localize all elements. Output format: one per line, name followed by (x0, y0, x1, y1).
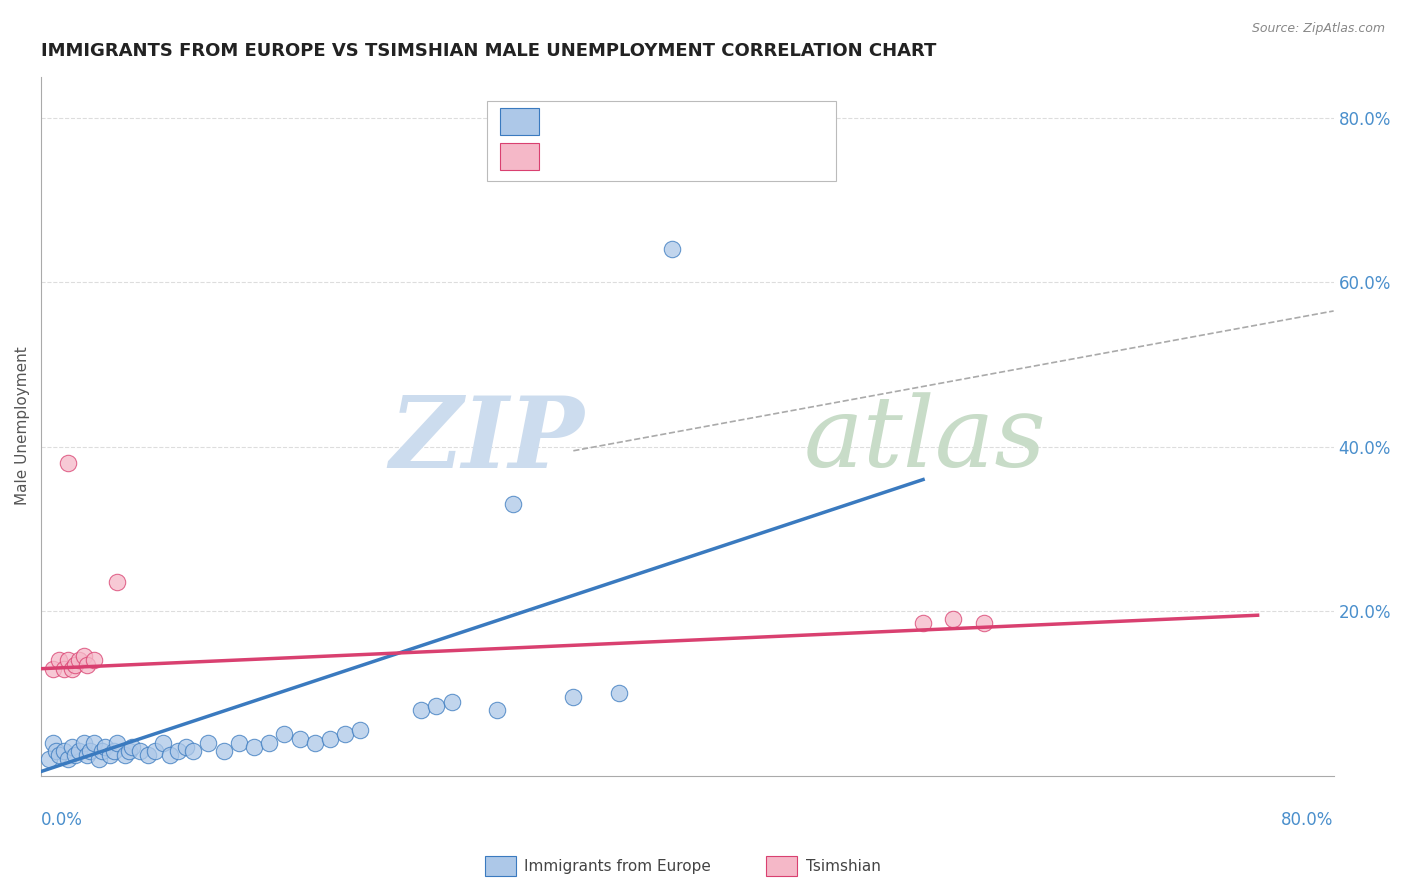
Text: R =: R = (551, 109, 595, 128)
Point (212, 744, 235, 758)
Text: ZIP: ZIP (389, 392, 583, 488)
Text: 15: 15 (740, 144, 763, 163)
Text: atlas: atlas (804, 392, 1046, 488)
Point (159, 747, 181, 762)
FancyBboxPatch shape (501, 143, 538, 169)
Point (91, 744, 114, 758)
Point (83, 653, 105, 667)
Y-axis label: Male Unemployment: Male Unemployment (15, 347, 30, 506)
Text: N =: N = (675, 109, 731, 128)
Point (76, 657, 98, 672)
Point (349, 723, 371, 738)
Text: Source: ZipAtlas.com: Source: ZipAtlas.com (1251, 22, 1385, 36)
Point (661, 242, 683, 256)
Point (114, 747, 136, 762)
Point (425, 698, 447, 713)
Point (87, 752, 110, 766)
Point (83, 736, 105, 750)
Text: Immigrants from Europe: Immigrants from Europe (524, 859, 711, 873)
Point (58, 752, 80, 766)
Point (67, 744, 90, 758)
Point (58, 653, 80, 667)
Point (411, 703, 433, 717)
Point (607, 686, 630, 700)
Point (98, 747, 121, 762)
Point (48, 653, 70, 667)
Point (243, 739, 266, 754)
Point (319, 731, 342, 746)
Point (73, 649, 96, 664)
Point (257, 736, 280, 750)
Point (486, 703, 509, 717)
Point (38, 752, 60, 766)
Point (197, 736, 219, 750)
Point (52, 662, 75, 676)
Text: 0.527: 0.527 (603, 109, 659, 128)
Point (304, 736, 326, 750)
Point (942, 612, 965, 626)
Point (76, 747, 98, 762)
Point (129, 744, 152, 758)
Point (67, 653, 90, 667)
Point (973, 616, 995, 631)
Point (60, 662, 83, 676)
Point (48, 747, 70, 762)
Point (60, 739, 83, 754)
Point (79, 744, 101, 758)
Point (63, 747, 86, 762)
Point (136, 747, 159, 762)
Point (42, 662, 65, 676)
Text: 80.0%: 80.0% (1281, 811, 1334, 829)
Text: R =: R = (551, 144, 595, 163)
Point (167, 744, 190, 758)
Point (118, 744, 141, 758)
Point (58, 456, 80, 470)
Point (94, 739, 117, 754)
FancyBboxPatch shape (486, 101, 837, 181)
Point (912, 616, 935, 631)
Point (105, 736, 128, 750)
Point (152, 736, 174, 750)
Point (335, 727, 357, 741)
Point (121, 739, 143, 754)
Point (181, 744, 204, 758)
Point (502, 497, 524, 511)
Text: 0.246: 0.246 (603, 144, 659, 163)
Point (440, 695, 463, 709)
Point (103, 744, 125, 758)
Point (52, 744, 75, 758)
Point (273, 727, 295, 741)
Text: N =: N = (675, 144, 731, 163)
Point (63, 657, 86, 672)
Point (42, 736, 65, 750)
Point (174, 739, 197, 754)
Point (45, 744, 67, 758)
FancyBboxPatch shape (501, 108, 538, 135)
Point (562, 690, 585, 705)
Text: Tsimshian: Tsimshian (806, 859, 880, 873)
Point (143, 744, 166, 758)
Point (105, 575, 128, 590)
Point (228, 736, 250, 750)
Text: IMMIGRANTS FROM EUROPE VS TSIMSHIAN MALE UNEMPLOYMENT CORRELATION CHART: IMMIGRANTS FROM EUROPE VS TSIMSHIAN MALE… (41, 42, 936, 60)
Text: 0.0%: 0.0% (41, 811, 83, 829)
Text: 49: 49 (740, 109, 763, 128)
Point (73, 736, 96, 750)
Point (288, 731, 311, 746)
